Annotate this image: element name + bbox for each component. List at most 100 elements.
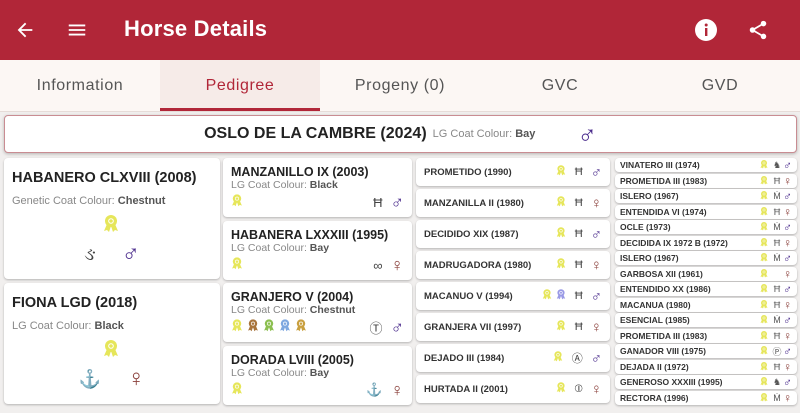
great-great-grandparent-card[interactable]: PROMETIDA III (1983) Ħ ♀ [615,328,797,343]
icons-row: Ⓣ ♂ [369,317,404,338]
great-great-grandparent-card[interactable]: GANADOR VIII (1975) Ⓟ ♂ [615,344,797,358]
share-icon[interactable] [746,18,770,42]
arrow-left-icon[interactable] [13,18,37,42]
great-great-grandparent-card[interactable]: DECIDIDA IX 1972 B (1972) Ħ ♀ [615,234,797,252]
subject-horse-card[interactable]: OSLO DE LA CAMBRE (2024) LG Coat Colour:… [4,115,797,153]
horse-name: HABANERA LXXXIII (1995) [231,227,389,242]
horse-mark-icon: ♞ [772,376,782,387]
great-grandparent-card[interactable]: MACANUO V (1994) Ħ ♂ [416,282,610,310]
ladder-mark-icon: Ħ [373,195,383,210]
great-grandparent-card[interactable]: DEJADO III (1984) Ⓐ ♂ [416,344,610,372]
award-rosette-icon [759,358,769,376]
icons-row: ઙ ♂ [12,240,212,268]
coat-colour: LG Coat Colour: Chestnut [231,304,404,316]
horse-name: RECTORA (1996) [620,392,689,403]
great-great-grandparent-card[interactable]: GARBOSA XII (1961) ♀ [615,266,797,281]
ladder-mark-icon: Ħ [574,259,583,271]
app-bar: Horse Details [0,0,800,60]
great-grandparent-card[interactable]: HURTADA II (2001) ⦶ ♀ [416,375,610,403]
great-great-grandparent-card[interactable]: ISLERO (1967) Ṁ ♂ [615,189,797,203]
horse-name: DECIDIDA IX 1972 B (1972) [620,237,728,248]
horse-name: MACANUO V (1994) [424,290,513,302]
great-grandparent-card[interactable]: PROMETIDO (1990) Ħ ♂ [416,158,610,186]
male-icon: ♂ [783,251,792,265]
coat-value: Bay [309,241,330,254]
menu-icon[interactable] [65,18,89,42]
female-icon: ♀ [783,359,792,374]
great-great-grandparent-card[interactable]: ESENCIAL (1985) Ṁ ♂ [615,313,797,327]
award-rosette-icon [759,373,769,391]
m-mark-icon: Ṁ [773,191,781,201]
award-rosette-icon [230,256,244,275]
female-icon: ♀ [783,266,792,281]
female-icon: ♀ [390,379,405,400]
coat-label: LG Coat Colour: [432,128,513,140]
award-rosette-icon [101,338,121,363]
great-great-grandparent-card[interactable]: ENTENDIDO XX (1986) Ħ ♂ [615,282,797,296]
horse-name: GARBOSA XII (1961) [620,268,703,279]
coat-label: LG Coat Colour: [12,320,92,332]
great-great-grandparent-card[interactable]: RECTORA (1996) Ṁ ♀ [615,389,797,407]
female-icon: ♀ [590,380,602,398]
p-circle-mark-icon: Ⓟ [772,346,782,357]
coat-value: Black [309,179,338,191]
tab-information[interactable]: Information [36,76,124,94]
coat-label: LG Coat Colour: [231,304,307,316]
award-rosette-icon [759,234,769,252]
female-icon: ♀ [783,297,792,312]
horse-name: MANZANILLO IX (2003) [231,165,369,179]
horse-name: HURTADA II (2001) [424,383,508,395]
horse-name: FIONA LGD (2018) [12,295,138,311]
grandparent-card[interactable]: HABANERA LXXXIII (1995) LG Coat Colour: B… [223,220,412,280]
award-rosette-icon [555,318,567,336]
horse-name: ENTENDIDA VI (1974) [620,206,707,217]
award-rosette-icon [759,389,769,407]
horse-name: ISLERO (1967) [620,191,679,201]
great-great-grandparent-card[interactable]: ENTENDIDA VI (1974) Ħ ♀ [615,204,797,219]
horse-name: DEJADO III (1984) [424,352,505,364]
tab-pedigree[interactable]: Pedigree [160,60,320,111]
tab-gvc[interactable]: GVC [541,76,579,94]
great-grandparent-card[interactable]: MANZANILLA II (1980) Ħ ♀ [416,189,610,217]
coat-value: Bay [515,128,536,140]
awards [12,213,212,238]
award-rosette-icon [759,280,769,298]
great-grandparent-card[interactable]: DECIDIDO XIX (1987) Ħ ♂ [416,220,610,248]
great-great-grandparent-card[interactable]: PROMETIDA III (1983) Ħ ♀ [615,173,797,188]
horse-name: GRANJERA VII (1997) [424,321,522,333]
grandparent-card[interactable]: DORADA LVIII (2005) LG Coat Colour: Bay ⚓ ♀ [223,345,412,405]
horse-name: ISLERO (1967) [620,253,679,263]
m-mark-icon: Ṁ [773,315,781,325]
great-great-grandparent-card[interactable]: ISLERO (1967) Ṁ ♂ [615,251,797,265]
female-icon: ♀ [590,194,602,212]
great-grandparent-card[interactable]: MADRUGADORA (1980) Ħ ♀ [416,251,610,279]
m-mark-icon: Ṁ [773,253,781,263]
award-rosette-icon [230,318,244,337]
female-icon: ♀ [590,318,602,336]
great-great-grandparent-card[interactable]: MACANUA (1980) Ħ ♀ [615,297,797,312]
award-rosette-icon [278,318,292,337]
great-great-grandparent-card[interactable]: VINATERO III (1974) ♞ ♂ [615,158,797,172]
award-rosette-icon [555,287,567,305]
great-great-grandparent-card[interactable]: DEJADA II (1972) Ħ ♀ [615,358,797,376]
male-icon: ♂ [783,189,792,203]
grandparent-card[interactable]: MANZANILLO IX (2003) LG Coat Colour: Blac… [223,158,412,217]
ladder-mark-icon: Ħ [574,321,583,333]
dam-card[interactable]: FIONA LGD (2018) LG Coat Colour: Black ⚓ ♀ [4,283,220,404]
great-great-grandparent-card[interactable]: OCLE (1973) Ṁ ♂ [615,220,797,234]
coat-colour: LG Coat Colour: Black [12,320,212,332]
award-rosette-icon [294,318,308,337]
male-icon: ♂ [590,225,602,243]
tab-gvd[interactable]: GVD [701,76,739,94]
grandparent-card[interactable]: GRANJERO V (2004) LG Coat Colour: Chestnu… [223,283,412,342]
horse-name: OCLE (1973) [620,222,671,232]
horse-name: VINATERO III (1974) [620,160,700,170]
great-grandparent-card[interactable]: GRANJERA VII (1997) Ħ ♀ [416,313,610,341]
coat-label: Genetic Coat Colour: [12,195,115,207]
coat-colour: Genetic Coat Colour: Chestnut [12,195,212,207]
rings-mark-icon: ∞ [373,257,383,273]
sire-card[interactable]: HABANERO CLXVIII (2008) Genetic Coat Colo… [4,158,220,279]
tab-progeny[interactable]: Progeny (0) [354,76,446,94]
info-icon[interactable] [694,18,718,42]
great-great-grandparent-card[interactable]: GENEROSO XXXIII (1995) ♞ ♂ [615,375,797,389]
